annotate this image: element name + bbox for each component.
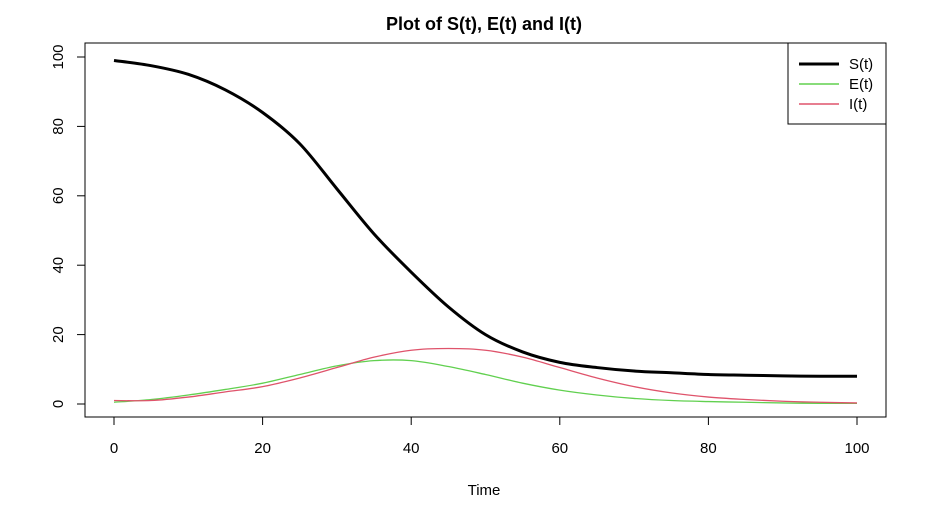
y-axis: 0 20 40 60 80 100 (50, 44, 86, 408)
series-line-it (113, 347, 858, 404)
x-tick-label: 0 (110, 440, 118, 457)
x-axis-title: Time (468, 482, 501, 499)
legend-label: I(t) (849, 96, 867, 113)
x-tick-label: 60 (551, 440, 568, 457)
y-tick-label: 100 (50, 44, 67, 69)
y-tick-label: 60 (50, 187, 67, 204)
y-tick-label: 0 (50, 400, 67, 408)
x-tick-label: 40 (403, 440, 420, 457)
x-axis: 0 20 40 60 80 100 (110, 416, 870, 457)
plot-frame (84, 42, 887, 418)
x-tick-label: 100 (844, 440, 869, 457)
y-tick-label: 20 (50, 326, 67, 343)
legend-label: E(t) (849, 76, 873, 93)
legend-label: S(t) (849, 56, 873, 73)
y-tick-label: 80 (50, 118, 67, 135)
x-tick-label: 80 (700, 440, 717, 457)
chart-title: Plot of S(t), E(t) and I(t) (386, 14, 582, 34)
x-tick-label: 20 (254, 440, 271, 457)
series-lines (113, 58, 858, 404)
y-tick-label: 40 (50, 257, 67, 274)
series-line-et (113, 359, 858, 404)
series-line-st (113, 58, 858, 378)
legend: S(t) E(t) I(t) (787, 42, 887, 125)
